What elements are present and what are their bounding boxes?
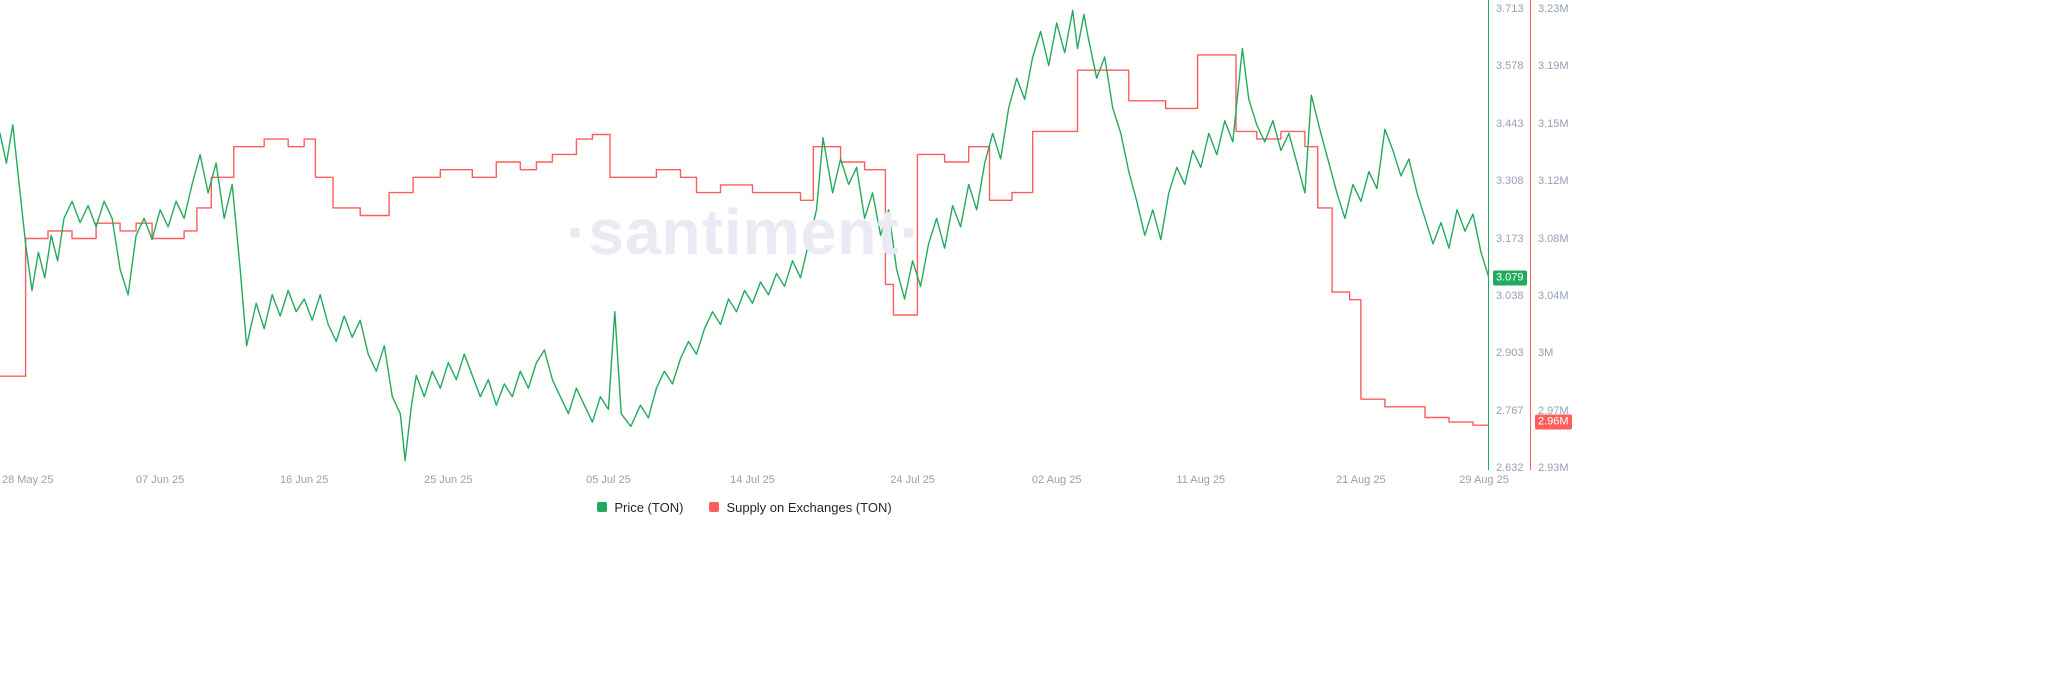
plot-area — [0, 9, 1489, 462]
supply-axis-tick-label: 3.12M — [1538, 175, 1569, 188]
supply-axis-tick-label: 2.97M — [1538, 404, 1569, 417]
price-line — [0, 9, 1489, 462]
legend-swatch-icon — [709, 502, 720, 512]
supply-axis-tick-label: 3M — [1538, 347, 1554, 360]
supply-axis-tick-label: 3.08M — [1538, 232, 1569, 245]
price-axis-tick-label: 3.443 — [1496, 117, 1524, 130]
x-axis-label: 24 Jul 25 — [890, 474, 935, 486]
price-axis-tick-label: 2.903 — [1496, 347, 1524, 360]
supply-axis-tick-label: 3.15M — [1538, 117, 1569, 130]
x-axis-label: 05 Jul 25 — [586, 474, 631, 486]
legend-label: Price (TON) — [614, 499, 684, 515]
x-axis-label: 16 Jun 25 — [280, 474, 329, 486]
supply-axis-tick-label: 2.93M — [1538, 462, 1569, 474]
price-axis-tick-label: 3.038 — [1496, 289, 1524, 302]
supply-axis-tick-label: 3.19M — [1538, 60, 1569, 73]
x-axis-label: 11 Aug 25 — [1176, 474, 1226, 486]
price-axis-tick-label: 3.173 — [1496, 232, 1524, 245]
legend-swatch-icon — [597, 502, 608, 512]
x-axis-label: 21 Aug 25 — [1336, 474, 1386, 486]
price-axis-tick-label: 2.767 — [1496, 404, 1524, 417]
x-axis-label: 14 Jul 25 — [730, 474, 775, 486]
x-axis-label: 02 Aug 25 — [1031, 474, 1082, 486]
x-axis-label: 25 Jun 25 — [424, 474, 473, 486]
legend-item-supply-on-exchanges-ton[interactable]: Supply on Exchanges (TON) — [709, 499, 892, 515]
price-axis-tick-label: 3.713 — [1496, 3, 1524, 15]
price-axis-tick-label: 3.578 — [1496, 60, 1524, 73]
price-current-value-badge: 3.079 — [1493, 270, 1527, 286]
price-axis-line — [1488, 0, 1489, 470]
x-axis: 28 May 25 07 Jun 25 16 Jun 25 25 Jun 25 05 J… — [0, 474, 1510, 490]
supply-axis-line — [1530, 0, 1531, 470]
legend-item-price-ton[interactable]: Price (TON) — [597, 500, 683, 515]
supply-axis-tick-label: 3.04M — [1538, 289, 1569, 302]
legend-label: Supply on Exchanges (TON) — [726, 499, 892, 515]
x-axis-label: 28 May 25 — [2, 474, 54, 486]
supply-current-value-badge: 2.96M — [1535, 414, 1572, 430]
price-axis-tick-label: 3.308 — [1496, 175, 1524, 188]
supply-axis-tick-label: 3.23M — [1538, 3, 1569, 15]
supply-line — [0, 54, 1489, 426]
x-axis-label: 29 Aug 25 — [1459, 474, 1509, 486]
x-axis-label: 07 Jun 25 — [135, 474, 185, 486]
price-axis-tick-label: 2.632 — [1496, 462, 1524, 474]
chart-legend: Price (TON) Supply on Exchanges (TON) — [0, 497, 1489, 517]
